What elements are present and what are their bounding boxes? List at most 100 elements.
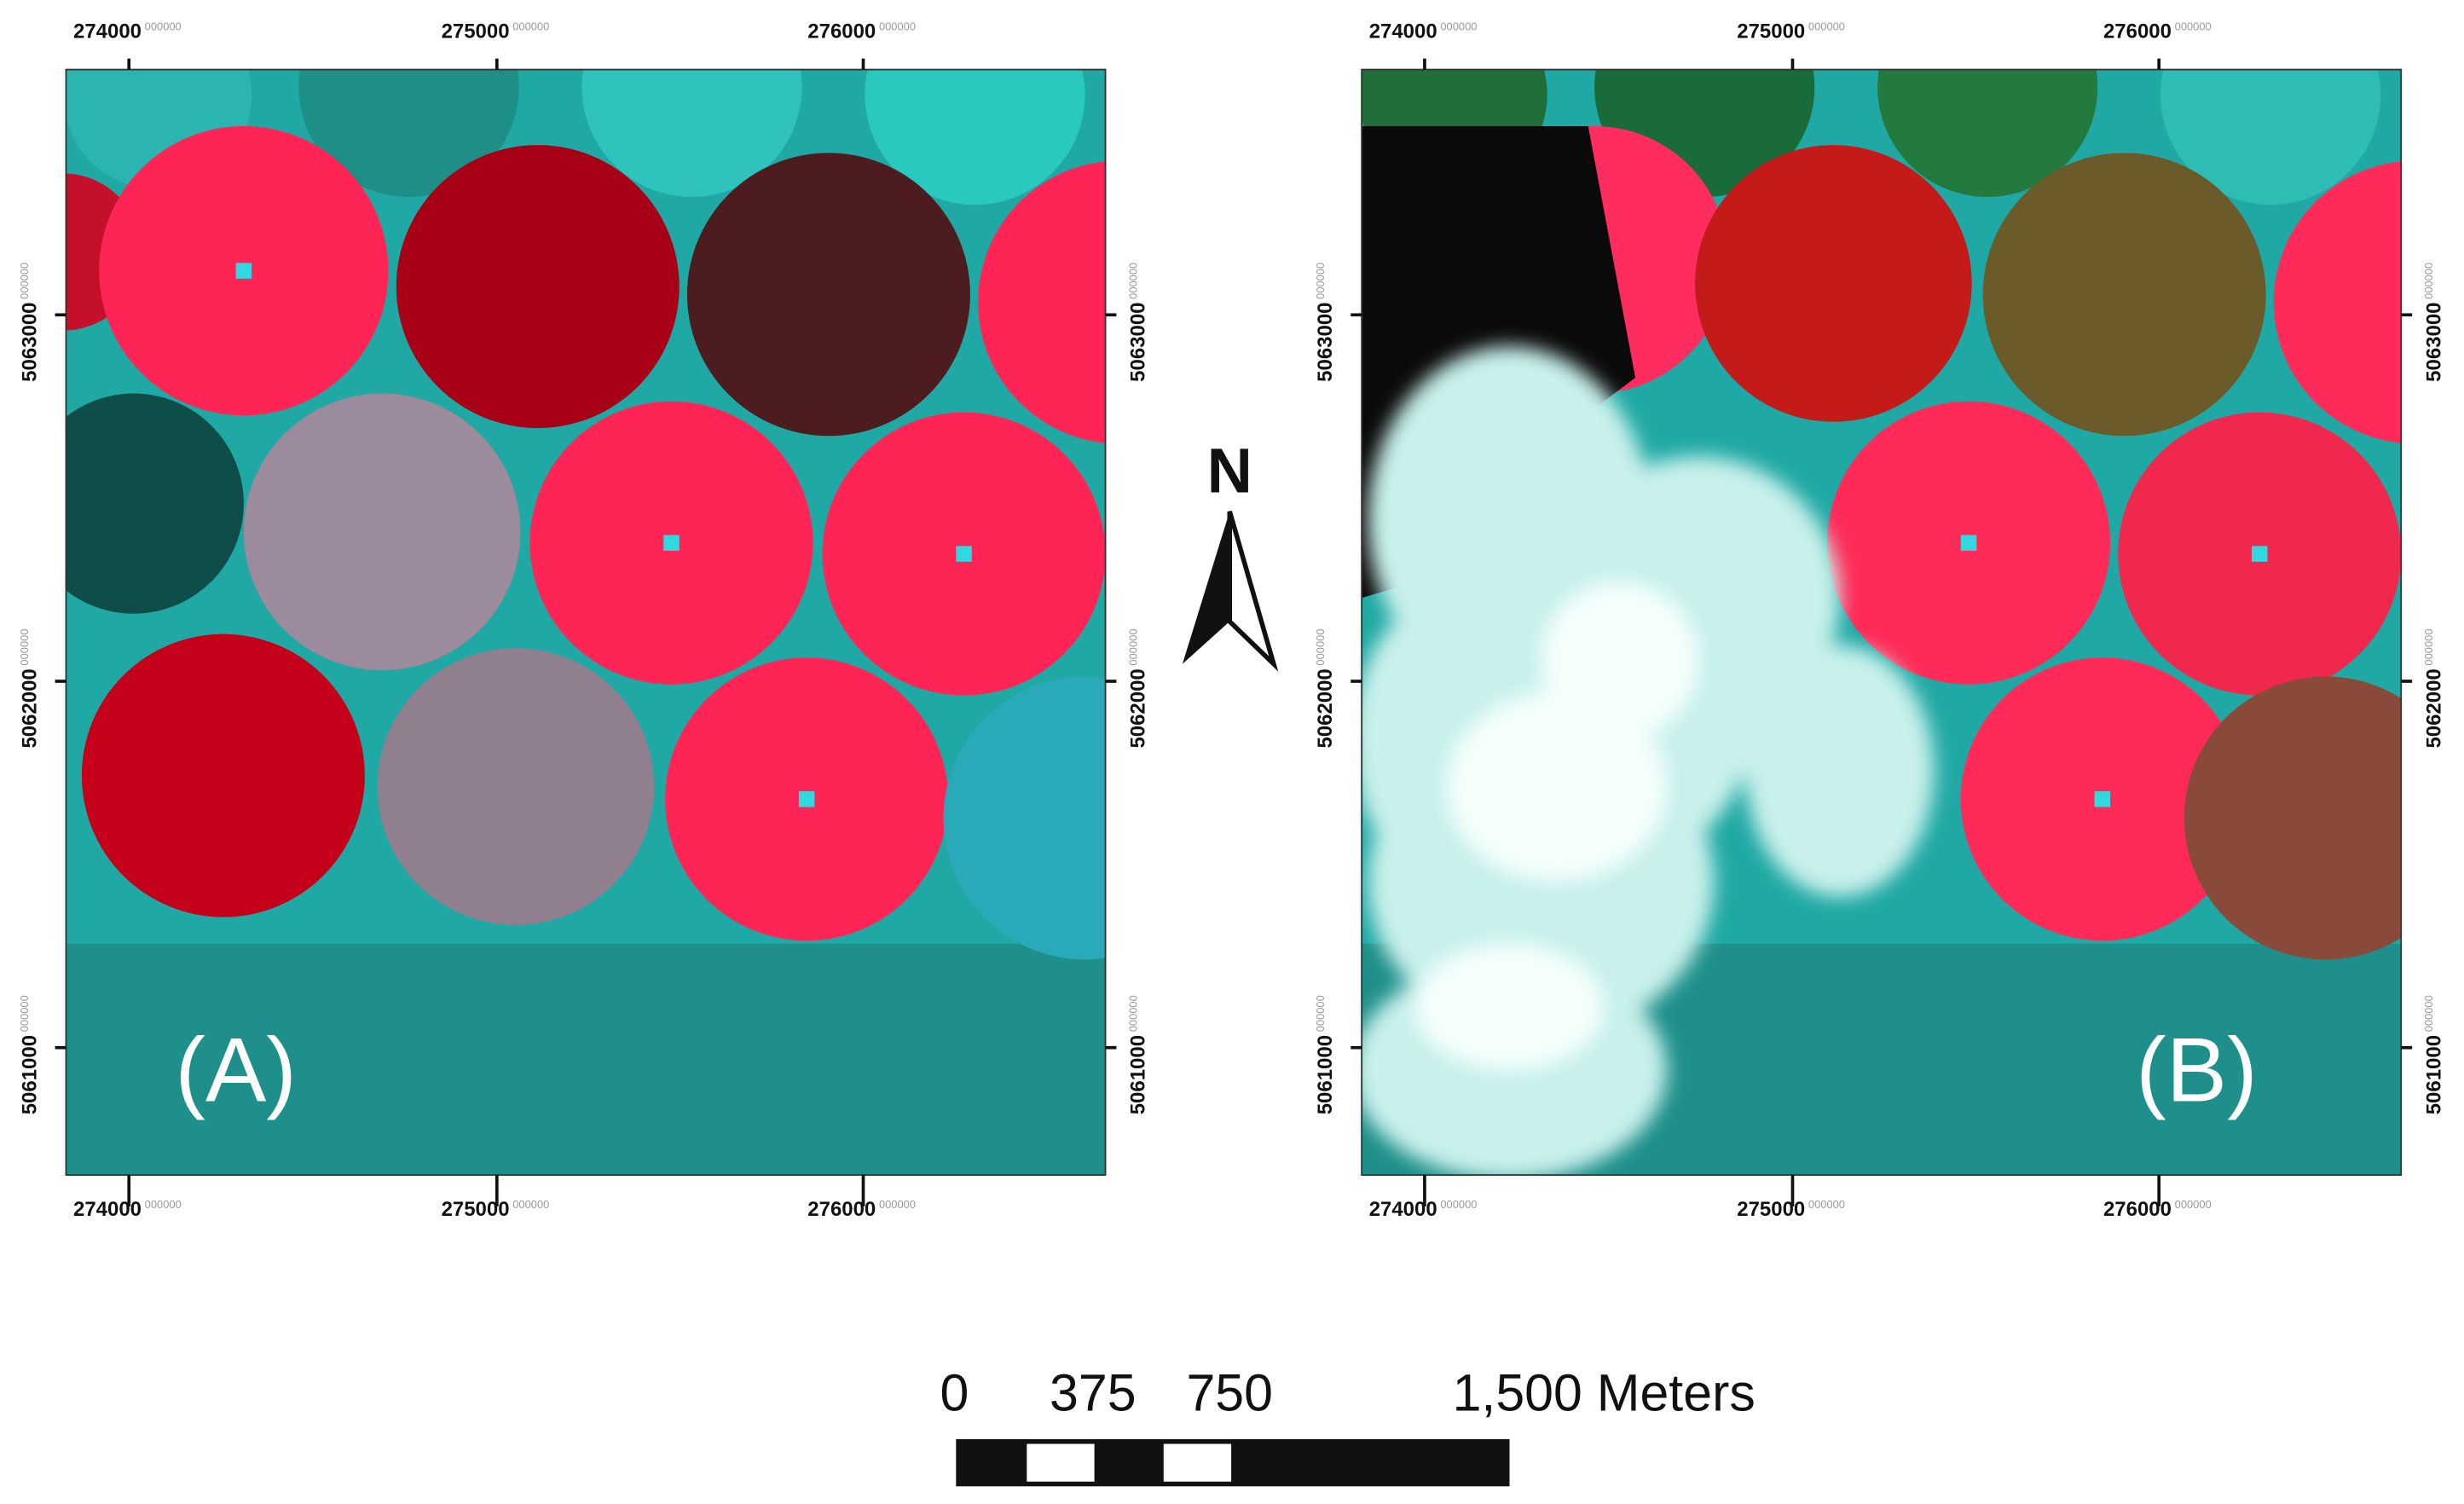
pivot-field: [66, 393, 244, 614]
tick-suffix: 000000: [2175, 1198, 2212, 1211]
tick-suffix: 000000: [512, 20, 549, 32]
y-tick-label: 5063000: [1127, 303, 1150, 382]
tick-suffix: 000000: [1126, 628, 1139, 665]
y-tick-label: 5061000: [1314, 1035, 1337, 1114]
cloud-part: [1745, 645, 1935, 897]
x-tick-label: 276000: [807, 1198, 876, 1221]
tick-suffix: 000000: [18, 995, 31, 1032]
cloud-core: [1446, 691, 1667, 882]
pivot-center: [2252, 546, 2268, 562]
y-tick-label: 5063000: [1314, 303, 1337, 382]
y-tick-group: 5063000 000000: [2422, 263, 2445, 382]
tick-suffix: 000000: [18, 263, 31, 299]
panel-label: (B): [2136, 1018, 2258, 1120]
pivot-field: [1982, 153, 2266, 437]
pivot-field: [396, 145, 680, 429]
y-tick-label: 5063000: [2422, 303, 2445, 382]
tick-suffix: 000000: [512, 1198, 549, 1211]
pivot-field: [581, 69, 802, 197]
scale-bar-seg: [1027, 1443, 1095, 1482]
scale-label: 0: [940, 1364, 969, 1422]
x-tick-label: 275000: [442, 20, 510, 43]
tick-suffix: 000000: [1808, 1198, 1845, 1211]
pivot-field: [1877, 69, 2098, 197]
y-tick-group: 5061000 000000: [1126, 995, 1149, 1114]
tick-suffix: 000000: [1126, 263, 1139, 299]
y-tick-group: 5061000 000000: [2422, 995, 2445, 1114]
pivot-center: [798, 791, 815, 807]
x-tick-label: 275000: [442, 1198, 510, 1221]
y-tick-label: 5061000: [18, 1035, 41, 1114]
y-tick-group: 5062000 000000: [18, 628, 41, 748]
pivot-field: [81, 633, 365, 917]
y-tick-group: 5063000 000000: [1314, 263, 1337, 382]
panel-frame: [1361, 68, 2403, 1177]
pivot-field: [1695, 145, 1972, 422]
y-tick-group: 5062000 000000: [1314, 628, 1337, 748]
cloud: [1362, 346, 1935, 1176]
x-tick-label: 274000: [1369, 1198, 1437, 1221]
y-tick-label: 5063000: [18, 303, 41, 382]
scale-label: 750: [1186, 1364, 1273, 1422]
pivot-field: [2160, 69, 2381, 205]
pivot-center: [956, 546, 972, 562]
pivot-field: [2183, 676, 2402, 960]
arrow-right: [1227, 511, 1279, 672]
pivot-center: [1960, 535, 1977, 551]
x-tick-label: 275000: [1737, 20, 1805, 43]
tick-suffix: 000000: [879, 1198, 916, 1211]
y-tick-label: 5061000: [2422, 1035, 2445, 1114]
pivot-field: [943, 676, 1106, 960]
tick-suffix: 000000: [1126, 995, 1139, 1032]
tick-suffix: 000000: [2422, 263, 2435, 299]
cloud-core: [1414, 944, 1605, 1070]
tick-suffix: 000000: [879, 20, 916, 32]
x-tick-label: 275000: [1737, 1198, 1805, 1221]
tick-suffix: 000000: [1808, 20, 1845, 32]
pivot-field: [686, 153, 970, 437]
x-tick-label: 274000: [73, 20, 142, 43]
y-tick-label: 5062000: [18, 668, 41, 748]
y-tick-group: 5063000 000000: [18, 263, 41, 382]
pivot-field: [865, 69, 1085, 205]
pivot-field: [243, 393, 521, 671]
tick-suffix: 000000: [2175, 20, 2212, 32]
pivot-field: [298, 69, 519, 197]
image-field: [66, 944, 1106, 1176]
y-tick-group: 5061000 000000: [18, 995, 41, 1114]
x-tick-label: 274000: [73, 1198, 142, 1221]
x-tick-label: 274000: [1369, 20, 1437, 43]
x-tick-label: 276000: [807, 20, 876, 43]
y-tick-group: 5061000 000000: [1314, 995, 1337, 1114]
tick-suffix: 000000: [1440, 20, 1477, 32]
y-tick-group: 5062000 000000: [1126, 628, 1149, 748]
x-tick-label: 276000: [2103, 20, 2172, 43]
scale-bar: 0 375 750 1,500 Meters: [940, 1364, 1755, 1487]
tick-suffix: 000000: [2422, 995, 2435, 1032]
tick-suffix: 000000: [2422, 628, 2435, 665]
pivot-center: [663, 535, 680, 551]
tick-suffix: 000000: [1314, 995, 1327, 1032]
x-tick-label: 276000: [2103, 1198, 2172, 1221]
pivot-center: [235, 263, 252, 279]
tick-suffix: 000000: [1314, 263, 1327, 299]
arrow-left: [1182, 511, 1230, 664]
north-arrow: N: [1182, 436, 1279, 672]
scale-label: 1,500 Meters: [1453, 1364, 1755, 1422]
y-tick-group: 5062000 000000: [2422, 628, 2445, 748]
scale-label: 375: [1050, 1364, 1137, 1422]
pivot-center: [2094, 791, 2111, 807]
tick-suffix: 000000: [145, 20, 182, 32]
tick-suffix: 000000: [1440, 1198, 1477, 1211]
panel-frame: [65, 68, 1107, 1177]
tick-suffix: 000000: [18, 628, 31, 665]
tick-suffix: 000000: [145, 1198, 182, 1211]
cloud-core: [1541, 581, 1698, 740]
y-tick-label: 5062000: [1127, 668, 1150, 748]
y-tick-label: 5061000: [1127, 1035, 1150, 1114]
panel-label: (A): [175, 1018, 297, 1120]
pivot-field: [377, 648, 655, 925]
north-label: N: [1207, 436, 1252, 506]
